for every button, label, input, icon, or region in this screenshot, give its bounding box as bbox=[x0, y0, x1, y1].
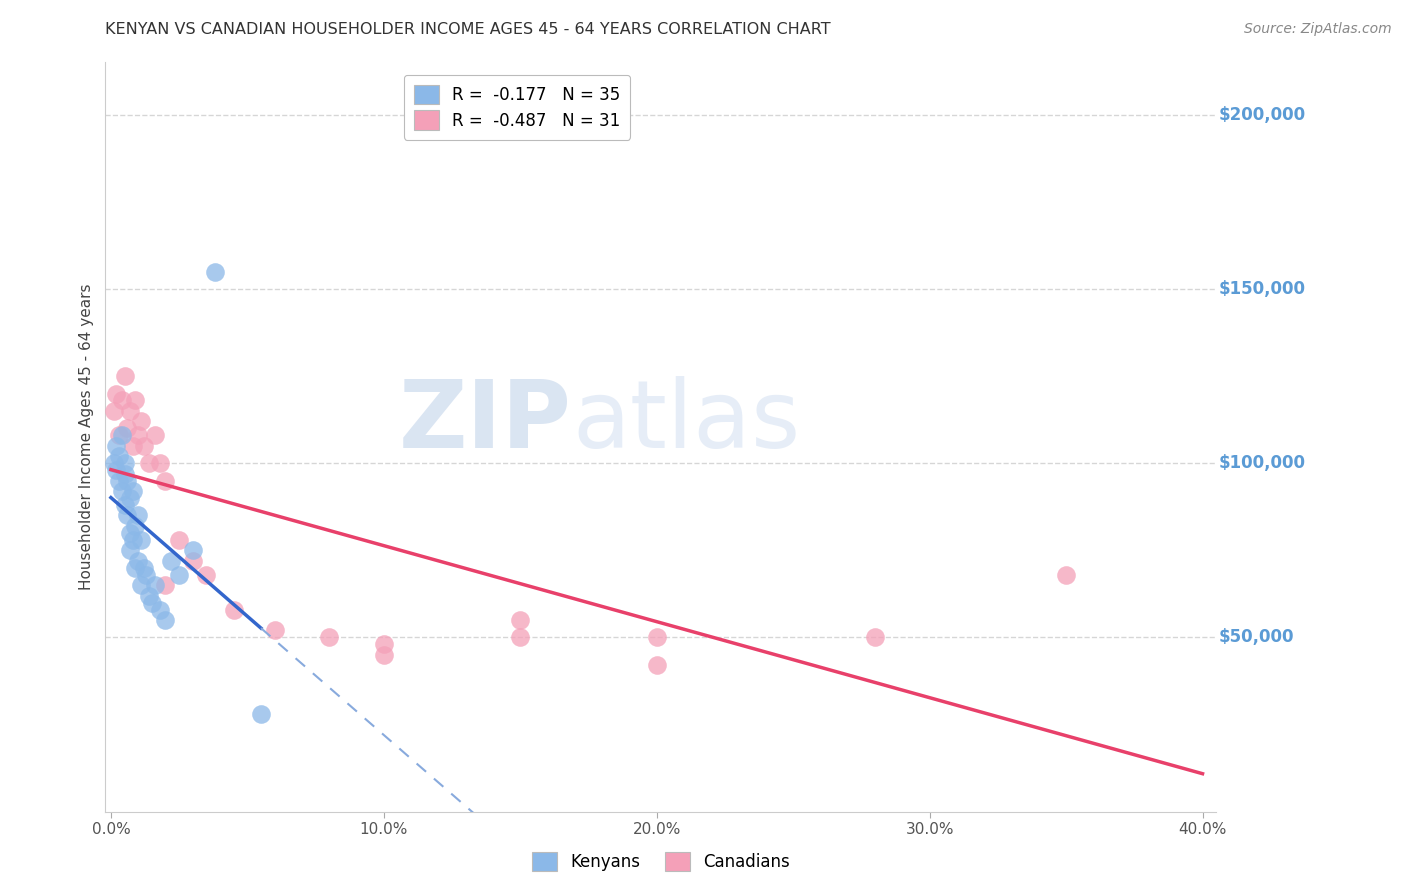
Point bbox=[105, 463, 128, 477]
Point bbox=[250, 707, 273, 722]
Point bbox=[132, 561, 155, 575]
Point bbox=[108, 449, 131, 463]
Point bbox=[138, 589, 160, 603]
Point bbox=[141, 596, 163, 610]
Point bbox=[181, 543, 204, 558]
Point bbox=[509, 613, 531, 627]
Point bbox=[143, 428, 166, 442]
Point bbox=[103, 456, 125, 470]
Point bbox=[318, 631, 340, 645]
Point bbox=[263, 624, 285, 638]
Point bbox=[117, 474, 139, 488]
Point bbox=[155, 578, 177, 592]
Point bbox=[103, 404, 125, 418]
Point bbox=[129, 414, 152, 428]
Point bbox=[129, 578, 152, 592]
Point bbox=[105, 386, 128, 401]
Point bbox=[114, 456, 136, 470]
Point bbox=[195, 567, 218, 582]
Point bbox=[149, 602, 172, 616]
Point bbox=[121, 439, 143, 453]
Point bbox=[135, 567, 157, 582]
Legend: Kenyans, Canadians: Kenyans, Canadians bbox=[523, 843, 799, 880]
Point bbox=[138, 456, 160, 470]
Point bbox=[373, 648, 395, 662]
Point bbox=[114, 369, 136, 384]
Text: $150,000: $150,000 bbox=[1219, 280, 1305, 298]
Legend: R =  -0.177   N = 35, R =  -0.487   N = 31: R = -0.177 N = 35, R = -0.487 N = 31 bbox=[404, 75, 630, 140]
Point bbox=[118, 525, 141, 540]
Text: KENYAN VS CANADIAN HOUSEHOLDER INCOME AGES 45 - 64 YEARS CORRELATION CHART: KENYAN VS CANADIAN HOUSEHOLDER INCOME AG… bbox=[105, 22, 831, 37]
Text: Source: ZipAtlas.com: Source: ZipAtlas.com bbox=[1244, 22, 1392, 37]
Point bbox=[645, 658, 668, 673]
Point bbox=[127, 554, 149, 568]
Text: ZIP: ZIP bbox=[399, 376, 572, 468]
Point bbox=[105, 439, 128, 453]
Point bbox=[645, 631, 668, 645]
Point bbox=[121, 533, 143, 547]
Y-axis label: Householder Income Ages 45 - 64 years: Householder Income Ages 45 - 64 years bbox=[79, 284, 94, 591]
Point bbox=[127, 428, 149, 442]
Point bbox=[124, 561, 146, 575]
Text: $200,000: $200,000 bbox=[1219, 106, 1306, 124]
Point bbox=[118, 491, 141, 505]
Point bbox=[149, 456, 172, 470]
Point bbox=[117, 421, 139, 435]
Point bbox=[124, 393, 146, 408]
Point bbox=[114, 467, 136, 481]
Point bbox=[129, 533, 152, 547]
Point bbox=[121, 484, 143, 499]
Point bbox=[118, 543, 141, 558]
Point bbox=[160, 554, 183, 568]
Point bbox=[127, 508, 149, 523]
Text: atlas: atlas bbox=[572, 376, 800, 468]
Text: $100,000: $100,000 bbox=[1219, 454, 1305, 472]
Point bbox=[114, 498, 136, 512]
Point bbox=[118, 404, 141, 418]
Point bbox=[167, 567, 190, 582]
Point bbox=[863, 631, 886, 645]
Point bbox=[132, 439, 155, 453]
Point bbox=[167, 533, 190, 547]
Point bbox=[181, 554, 204, 568]
Point bbox=[108, 474, 131, 488]
Point bbox=[111, 428, 134, 442]
Point bbox=[155, 474, 177, 488]
Point bbox=[222, 602, 245, 616]
Point bbox=[143, 578, 166, 592]
Point bbox=[155, 613, 177, 627]
Point bbox=[124, 519, 146, 533]
Point bbox=[509, 631, 531, 645]
Point bbox=[204, 264, 226, 278]
Point bbox=[1054, 567, 1077, 582]
Point bbox=[108, 428, 131, 442]
Point bbox=[111, 393, 134, 408]
Point bbox=[111, 484, 134, 499]
Text: $50,000: $50,000 bbox=[1219, 629, 1294, 647]
Point bbox=[373, 637, 395, 651]
Point bbox=[117, 508, 139, 523]
